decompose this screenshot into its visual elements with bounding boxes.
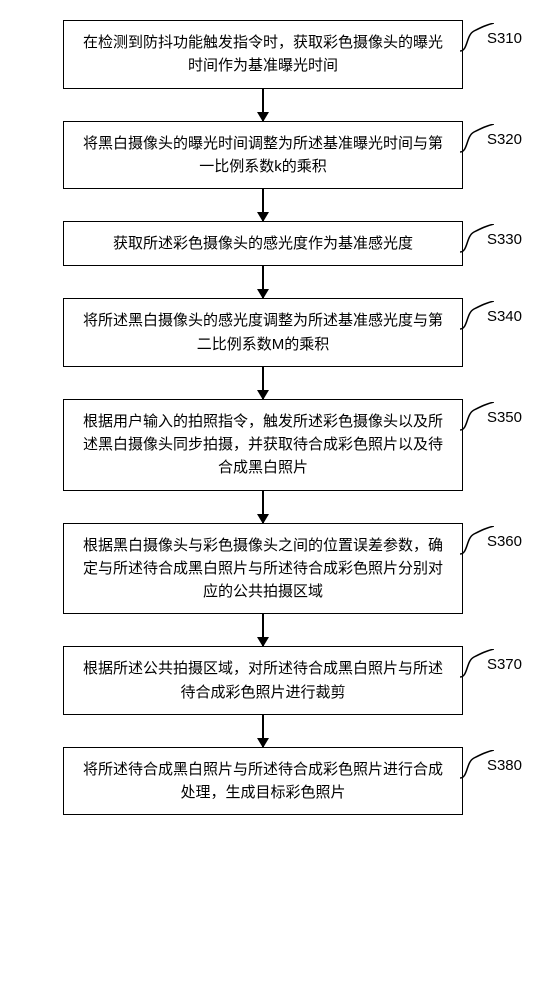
flow-step: 根据黑白摄像头与彩色摄像头之间的位置误差参数，确定与所述待合成黑白照片与所述待合…	[20, 523, 506, 647]
step-label: S320	[487, 128, 522, 151]
step-label: S350	[487, 406, 522, 429]
step-label: S360	[487, 530, 522, 553]
step-text: 根据用户输入的拍照指令，触发所述彩色摄像头以及所述黑白摄像头同步拍摄，并获取待合…	[83, 413, 443, 477]
step-label: S310	[487, 27, 522, 50]
step-box: 将黑白摄像头的曝光时间调整为所述基准曝光时间与第一比例系数k的乘积 S320	[63, 121, 463, 190]
step-text: 根据所述公共拍摄区域，对所述待合成黑白照片与所述待合成彩色照片进行裁剪	[83, 660, 443, 700]
step-box: 根据所述公共拍摄区域，对所述待合成黑白照片与所述待合成彩色照片进行裁剪 S370	[63, 646, 463, 715]
step-label: S340	[487, 305, 522, 328]
step-box: 根据用户输入的拍照指令，触发所述彩色摄像头以及所述黑白摄像头同步拍摄，并获取待合…	[63, 399, 463, 491]
step-box: 获取所述彩色摄像头的感光度作为基准感光度 S330	[63, 221, 463, 266]
flow-arrow-icon	[262, 89, 264, 121]
step-box: 根据黑白摄像头与彩色摄像头之间的位置误差参数，确定与所述待合成黑白照片与所述待合…	[63, 523, 463, 615]
flow-arrow-icon	[262, 491, 264, 523]
step-text: 获取所述彩色摄像头的感光度作为基准感光度	[113, 235, 413, 252]
step-box: 在检测到防抖功能触发指令时，获取彩色摄像头的曝光时间作为基准曝光时间 S310	[63, 20, 463, 89]
flow-step: 根据用户输入的拍照指令，触发所述彩色摄像头以及所述黑白摄像头同步拍摄，并获取待合…	[20, 399, 506, 523]
flow-arrow-icon	[262, 189, 264, 221]
step-text: 将所述黑白摄像头的感光度调整为所述基准感光度与第二比例系数M的乘积	[83, 312, 443, 352]
step-box: 将所述黑白摄像头的感光度调整为所述基准感光度与第二比例系数M的乘积 S340	[63, 298, 463, 367]
step-label: S370	[487, 653, 522, 676]
step-text: 将黑白摄像头的曝光时间调整为所述基准曝光时间与第一比例系数k的乘积	[83, 135, 443, 175]
step-label: S380	[487, 754, 522, 777]
step-label: S330	[487, 228, 522, 251]
step-text: 将所述待合成黑白照片与所述待合成彩色照片进行合成处理，生成目标彩色照片	[83, 761, 443, 801]
flow-step: 根据所述公共拍摄区域，对所述待合成黑白照片与所述待合成彩色照片进行裁剪 S370	[20, 646, 506, 747]
step-text: 在检测到防抖功能触发指令时，获取彩色摄像头的曝光时间作为基准曝光时间	[83, 34, 443, 74]
flow-arrow-icon	[262, 614, 264, 646]
flowchart-container: 在检测到防抖功能触发指令时，获取彩色摄像头的曝光时间作为基准曝光时间 S310 …	[20, 20, 506, 815]
step-text: 根据黑白摄像头与彩色摄像头之间的位置误差参数，确定与所述待合成黑白照片与所述待合…	[83, 537, 443, 601]
flow-step: 将黑白摄像头的曝光时间调整为所述基准曝光时间与第一比例系数k的乘积 S320	[20, 121, 506, 222]
step-box: 将所述待合成黑白照片与所述待合成彩色照片进行合成处理，生成目标彩色照片 S380	[63, 747, 463, 816]
flow-arrow-icon	[262, 367, 264, 399]
flow-arrow-icon	[262, 266, 264, 298]
flow-arrow-icon	[262, 715, 264, 747]
flow-step: 获取所述彩色摄像头的感光度作为基准感光度 S330	[20, 221, 506, 298]
flow-step: 将所述待合成黑白照片与所述待合成彩色照片进行合成处理，生成目标彩色照片 S380	[20, 747, 506, 816]
flow-step: 将所述黑白摄像头的感光度调整为所述基准感光度与第二比例系数M的乘积 S340	[20, 298, 506, 399]
flow-step: 在检测到防抖功能触发指令时，获取彩色摄像头的曝光时间作为基准曝光时间 S310	[20, 20, 506, 121]
